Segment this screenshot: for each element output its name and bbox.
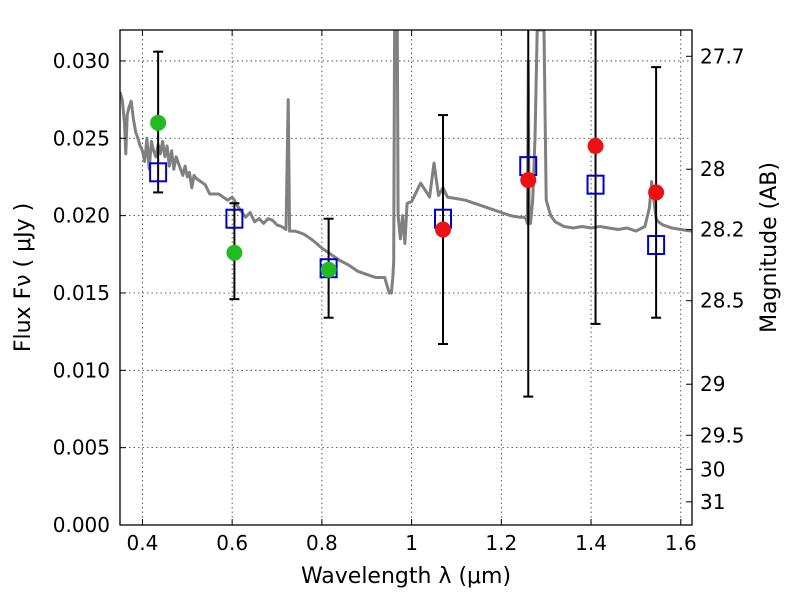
y2-tick-label: 28.5 (700, 289, 745, 313)
y-tick-label: 0.030 (53, 49, 110, 73)
red-data-point (520, 172, 537, 189)
y2-tick-label: 29 (700, 372, 725, 396)
red-data-point (587, 138, 604, 155)
red-data-point (648, 184, 665, 201)
red-data-point (435, 221, 452, 238)
x-tick-label: 1 (405, 531, 418, 555)
x-tick-label: 1.4 (575, 531, 607, 555)
model-flux-square (225, 208, 244, 229)
tick-layer: 0.4 0.6 0.8 1 1.2 1.4 1.6 0.000 0.005 0.010 0.015 0… (53, 30, 745, 555)
grid (120, 30, 692, 526)
model-flux-square (647, 235, 666, 256)
y2-tick-label: 29.5 (700, 423, 745, 447)
error-bar (590, 30, 601, 325)
error-bar (523, 30, 534, 398)
plot-frame (119, 29, 693, 526)
series-layer (120, 30, 692, 398)
model-flux-square (586, 174, 605, 195)
y-axis-label: Flux Fν ( μJy ) (11, 203, 36, 352)
green-data-point (150, 114, 167, 131)
y2-axis-label: Magnitude (AB) (757, 162, 782, 333)
y-tick-label: 0.015 (53, 281, 110, 305)
y2-tick-label: 28.2 (700, 218, 745, 242)
green-data-point (226, 244, 243, 261)
y-tick-label: 0.000 (53, 513, 110, 537)
x-axis-label: Wavelength λ (μm) (301, 564, 511, 589)
y-tick-label: 0.010 (53, 358, 110, 382)
x-tick-label: 1.6 (665, 531, 697, 555)
y-tick-label: 0.005 (53, 436, 110, 460)
x-tick-label: 1.2 (485, 531, 517, 555)
model-spectrum-line (120, 30, 692, 295)
x-tick-label: 0.4 (127, 531, 159, 555)
y2-tick-label: 31 (700, 490, 725, 514)
green-data-point (320, 261, 337, 278)
y2-tick-label: 30 (700, 457, 725, 481)
x-tick-label: 0.8 (306, 531, 338, 555)
y2-tick-label: 28 (700, 157, 725, 181)
clipped-series (120, 30, 692, 398)
y2-tick-label: 27.7 (700, 44, 745, 68)
model-flux-square (149, 162, 168, 183)
y-tick-label: 0.025 (53, 126, 110, 150)
x-tick-label: 0.6 (216, 531, 248, 555)
y-tick-label: 0.020 (53, 204, 110, 228)
